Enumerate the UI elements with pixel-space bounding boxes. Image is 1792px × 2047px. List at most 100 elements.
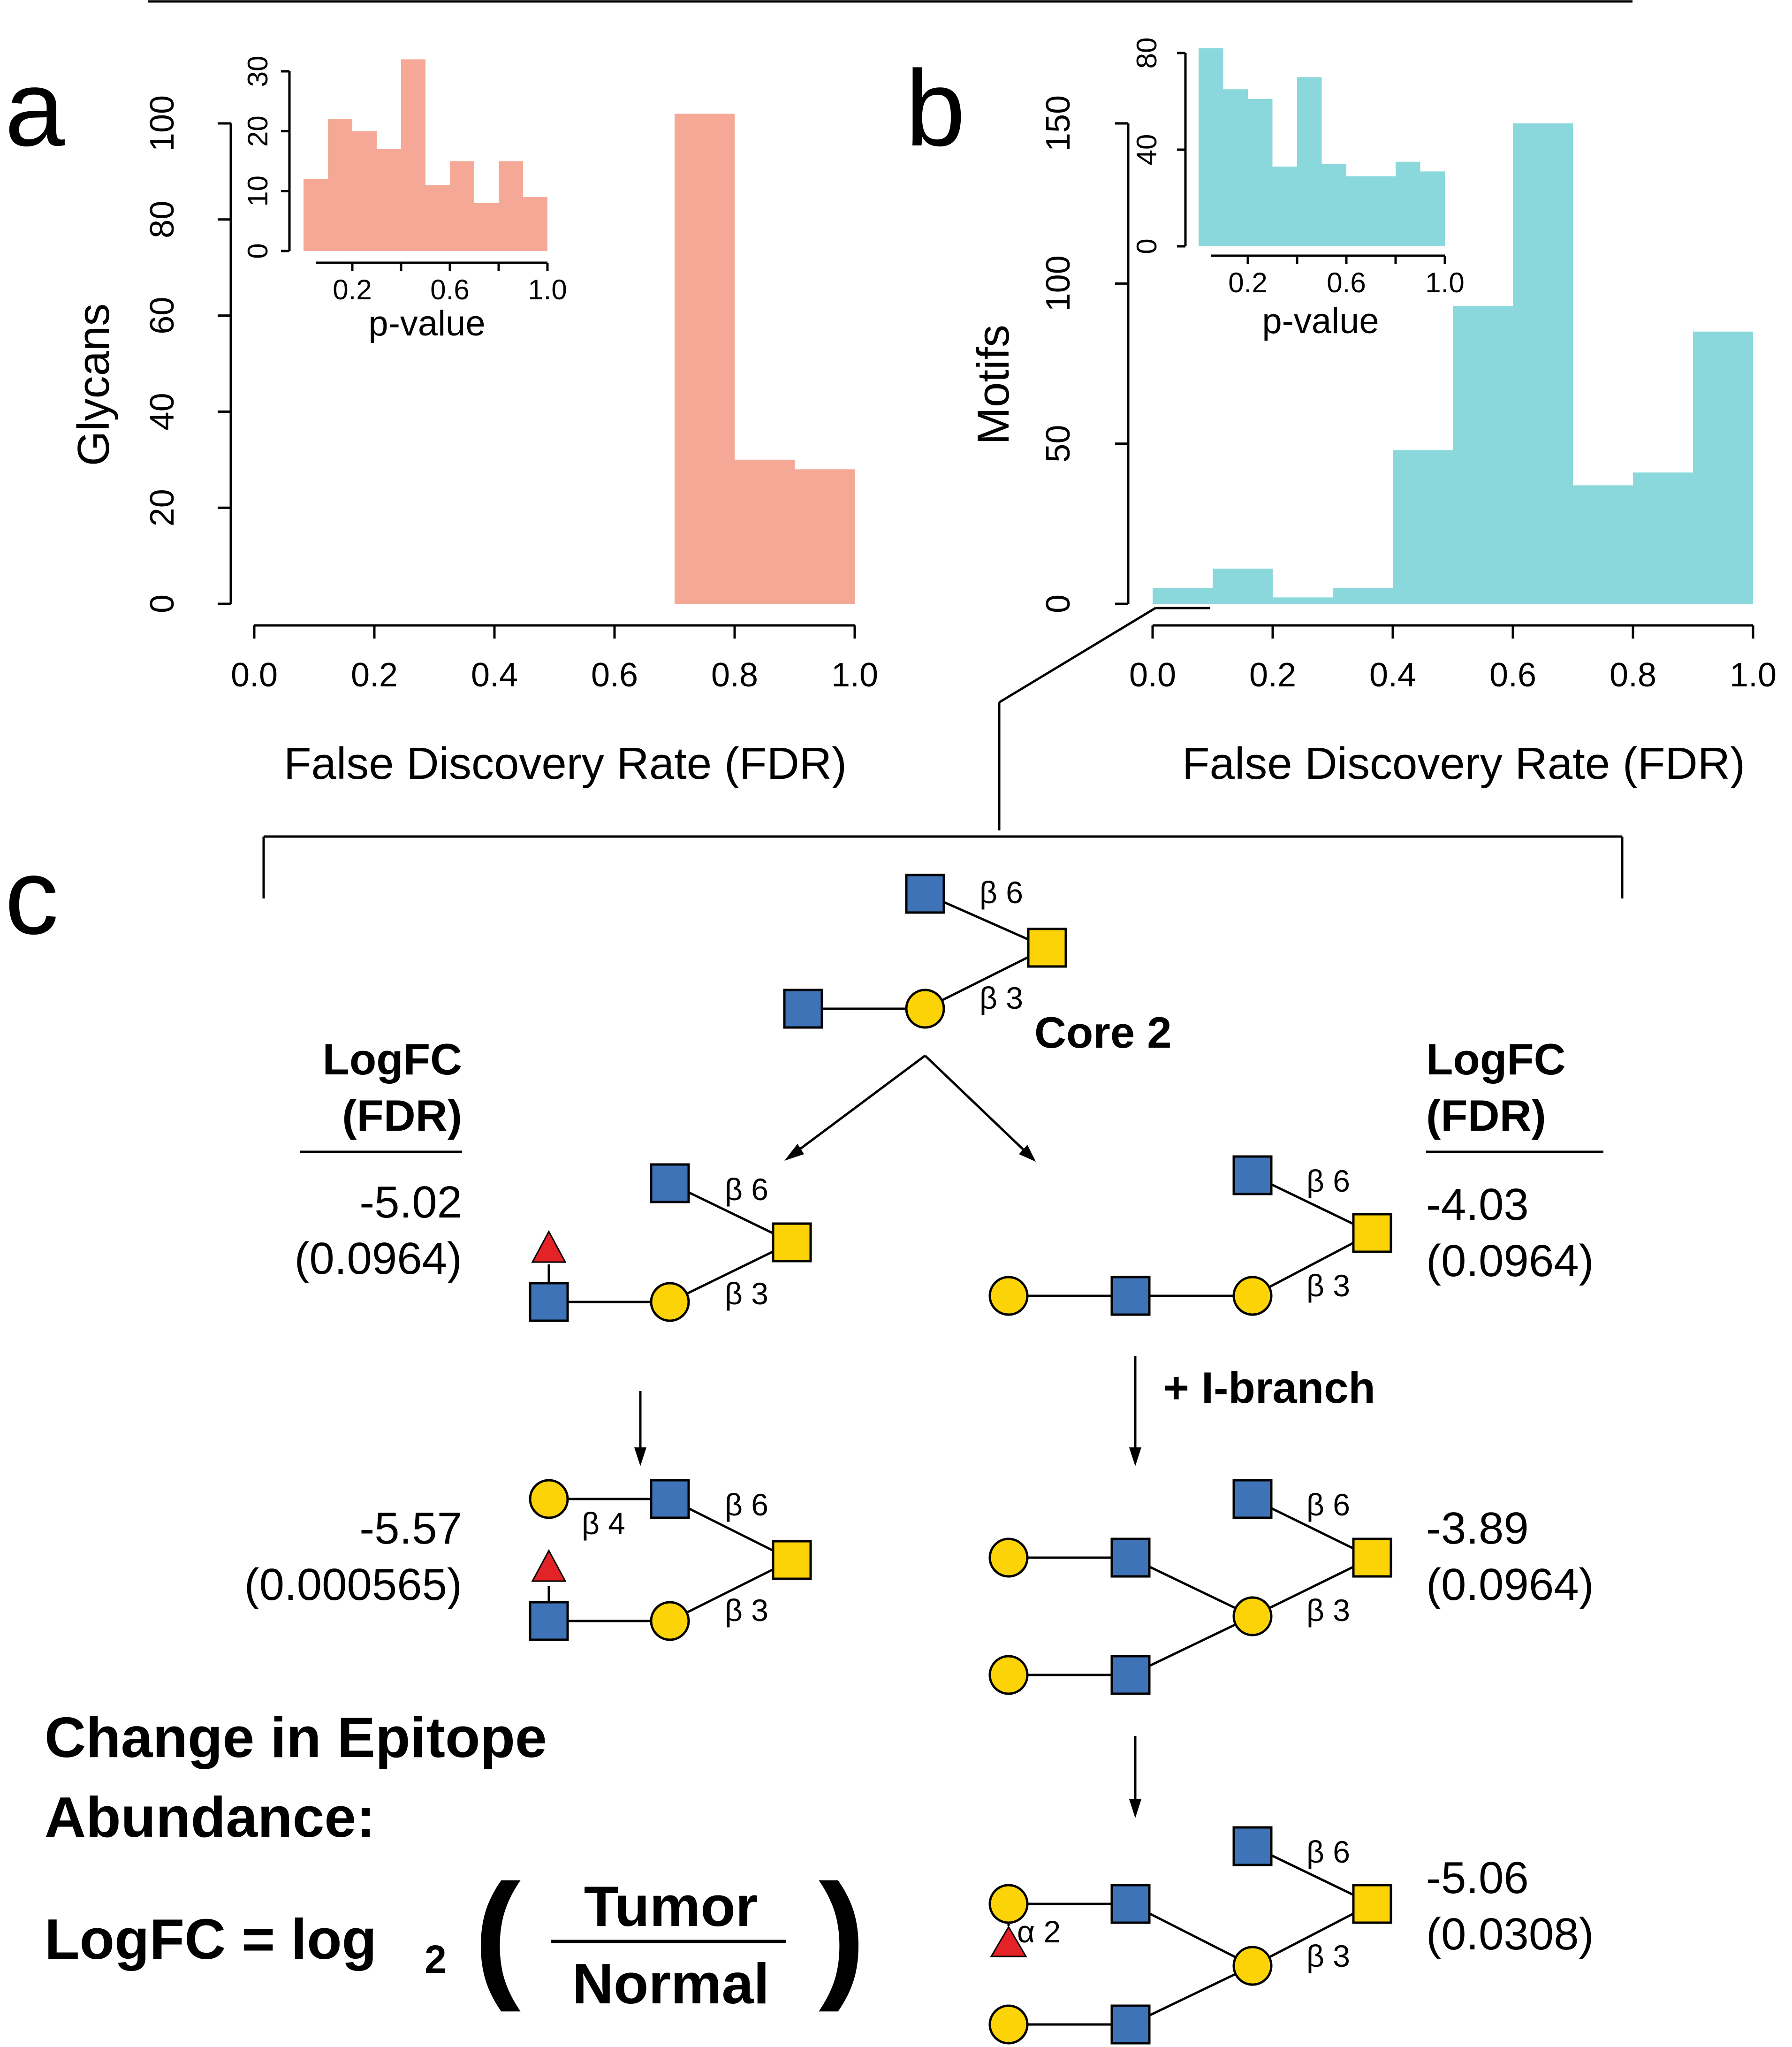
panel-b-inset-bar-6: [1346, 176, 1371, 246]
panel-b-inset-bar-2: [1248, 99, 1273, 246]
linkage-b3: β 3: [725, 1593, 768, 1628]
panel-b-x-tick-label: 1.0: [1730, 656, 1777, 694]
galnac-square: [1352, 1537, 1392, 1578]
panel-b-inset-y-tick-label: 80: [1131, 38, 1162, 69]
panel-b-bar-1: [1213, 568, 1273, 604]
left1-fdr: (0.0964): [294, 1233, 462, 1284]
panel-a-y-tick-label: 40: [144, 393, 181, 430]
panel-a-ylabel: Glycans: [68, 304, 119, 466]
glycan-left-2: β 4 β 6 β 3: [529, 1479, 812, 1641]
panel-b-inset-x-tick-label: 0.2: [1228, 267, 1267, 298]
glcnac-square: [1110, 1537, 1151, 1578]
glcnac-square: [650, 1163, 690, 1203]
panel-a-inset-bar-3: [377, 149, 401, 251]
equation: Change in Epitope Abundance: LogFC = log…: [45, 1705, 866, 2016]
equation-open-paren: (: [474, 1855, 522, 2013]
gal-circle: [1232, 1946, 1273, 1986]
panel-a-inset-y-tick-label: 20: [242, 115, 273, 147]
linkage-b6: β 6: [1306, 1487, 1350, 1522]
glcnac-square: [650, 1479, 690, 1519]
panel-a-inset-bar-1: [328, 119, 352, 251]
glcnac-square: [783, 989, 823, 1029]
panel-a-inset-x-tick-label: 1.0: [528, 274, 567, 305]
panel-b-bar-3: [1333, 587, 1393, 604]
panel-b-inset-bar-0: [1199, 48, 1223, 246]
glcnac-square: [1232, 1826, 1273, 1866]
panel-a-inset-bar-0: [304, 179, 328, 251]
linkage-b6: β 6: [725, 1172, 768, 1207]
left2-fdr: (0.000565): [244, 1560, 462, 1610]
panel-a-inset-xlabel: p-value: [368, 304, 485, 343]
galnac-square: [1027, 928, 1067, 968]
linkage-b3: β 3: [725, 1276, 768, 1311]
panel-a-x-tick-label: 0.6: [591, 656, 638, 694]
glcnac-square: [905, 874, 945, 914]
gal-circle: [988, 1884, 1029, 1924]
right1-fdr: (0.0964): [1426, 1236, 1594, 1286]
panel-a-bar-0: [675, 114, 735, 604]
gal-circle: [988, 2004, 1029, 2045]
panel-a-xlabel: False Discovery Rate (FDR): [284, 738, 847, 789]
panel-a-inset-bar-7: [474, 203, 499, 251]
linkage-b3: β 3: [1306, 1593, 1350, 1628]
panel-b-y-tick-label: 0: [1040, 594, 1077, 613]
panel-a-inset-bar-6: [450, 161, 474, 251]
panel-a-y-tick-label: 100: [144, 95, 181, 152]
panel-b-inset-y-tick-label: 40: [1131, 134, 1162, 166]
linkage-b4: β 4: [582, 1506, 625, 1541]
panel-c-label: c: [5, 836, 59, 957]
panel-a-inset-bars: [304, 59, 547, 251]
galnac-square: [772, 1222, 812, 1263]
panel-a-bar-1: [735, 459, 795, 604]
left2-logfc: -5.57: [359, 1503, 462, 1553]
equation-numerator: Tumor: [584, 1874, 758, 1938]
linkage-b6: β 6: [980, 875, 1023, 910]
panel-a-label: a: [5, 48, 65, 168]
panel-b-y-tick-label: 150: [1040, 95, 1077, 152]
panel-b-bar-4: [1393, 450, 1453, 604]
panel-b-inset-xlabel: p-value: [1262, 301, 1379, 341]
panel-b-x-tick-label: 0.2: [1249, 656, 1296, 694]
linkage-a2: α 2: [1017, 1914, 1061, 1949]
fucose-triangle: [990, 1925, 1027, 1957]
panel-b-bar-8: [1633, 472, 1693, 604]
right3-logfc: -5.06: [1426, 1853, 1529, 1903]
panel-b-x-tick-label: 0.0: [1129, 656, 1176, 694]
core2-label: Core 2: [1034, 1008, 1172, 1057]
fucose-triangle: [531, 1230, 567, 1263]
gal-circle: [988, 1655, 1029, 1695]
equation-prefix: LogFC = log: [45, 1907, 377, 1971]
panel-b-bars: [1153, 123, 1753, 604]
equation-line1: Change in Epitope: [45, 1705, 547, 1769]
arrows: [634, 1054, 1141, 1818]
panel-b-inset-bar-7: [1371, 176, 1396, 246]
equation-subscript: 2: [425, 1937, 447, 1981]
glcnac-square: [1110, 1884, 1151, 1924]
gal-circle: [1232, 1596, 1273, 1636]
linkage-b3: β 3: [1306, 1939, 1350, 1973]
panel-b-ylabel: Motifs: [968, 325, 1018, 445]
left1-logfc: -5.02: [359, 1177, 462, 1227]
panel-a-x-tick-label: 0.8: [711, 656, 758, 694]
panel-b-y-tick-label: 50: [1040, 425, 1077, 463]
linkage-b3: β 3: [1306, 1268, 1350, 1303]
panel-a-inset-bar-4: [401, 59, 425, 251]
panel-a-y-tick-label: 0: [144, 594, 181, 613]
panel-b-xlabel: False Discovery Rate (FDR): [1182, 738, 1745, 789]
panel-b-inset-bar-5: [1321, 164, 1346, 246]
panel-b-x-tick-label: 0.4: [1369, 656, 1416, 694]
panel-c: c LogFC (FDR) LogFC (FDR) β 6 β 3 Core 2: [5, 836, 1603, 2045]
equation-line2: Abundance:: [45, 1785, 375, 1849]
panel-a-x-tick-label: 1.0: [831, 656, 878, 694]
galnac-square: [772, 1540, 812, 1580]
glcnac-square: [1232, 1155, 1273, 1195]
panel-a-x-tick-label: 0.2: [351, 656, 398, 694]
panel-b-bar-9: [1693, 331, 1753, 604]
header-left-fdr: (FDR): [342, 1091, 462, 1140]
header-left-logfc: LogFC: [322, 1035, 462, 1084]
panel-b-bar-5: [1453, 306, 1513, 604]
panel-a-bar-2: [795, 469, 855, 604]
gal-circle: [905, 989, 945, 1029]
panel-b-inset-y-tick-label: 0: [1131, 238, 1162, 254]
panel-b-axes: 0.0 0.2 0.4 0.6 0.8 1.0 0 50 100 150: [1040, 95, 1777, 694]
